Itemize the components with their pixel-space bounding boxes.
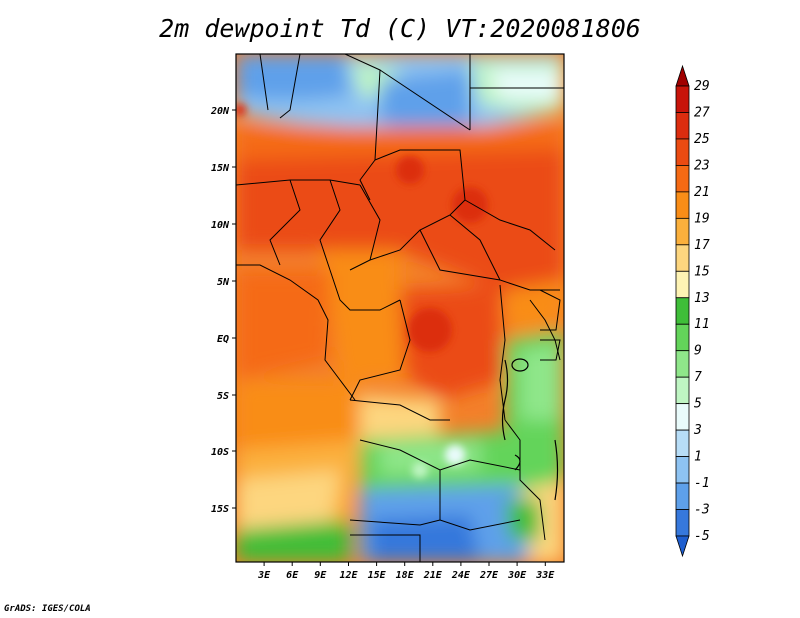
lat-tick-label: 10S [211, 447, 229, 458]
colorbar-segment [675, 85, 690, 113]
colorbar-segment [675, 244, 690, 272]
lat-tick-label: 20N [210, 106, 230, 117]
colorbar-segment [675, 270, 690, 299]
colorbar-label: -5 [694, 529, 710, 544]
colorbar-label: 5 [694, 397, 702, 412]
colorbar-label: 23 [694, 158, 710, 173]
colorbar-segment [675, 217, 690, 246]
lon-tick-label: 18E [396, 570, 415, 581]
colorbar: 29 27 25 23 21 19 17 15 13 11 9 7 5 3 1 -1 -3 -5 [675, 64, 710, 558]
colorbar-label: -1 [694, 476, 710, 491]
colorbar-label: 13 [694, 291, 710, 306]
lon-tick-label: 15E [368, 570, 387, 581]
colorbar-label: 7 [694, 370, 702, 385]
map-title: 2m dewpoint Td (C) VT:2020081806 [159, 14, 641, 43]
colorbar-label: 27 [694, 105, 710, 120]
grads-credit: GrADS: IGES/COLA [4, 604, 91, 614]
lat-tick-label: 5S [217, 391, 229, 402]
colorbar-label: 25 [694, 132, 710, 147]
colorbar-segment [675, 191, 690, 219]
colorbar-label: 19 [694, 211, 710, 226]
lon-axis: 3E 6E 9E 12E 15E 18E 21E 24E 27E 30E 33E [257, 562, 555, 581]
lon-tick-label: 30E [507, 570, 527, 581]
colorbar-bottom-arrow [675, 535, 690, 558]
colorbar-label: 3 [693, 423, 702, 438]
colorbar-segment [675, 297, 690, 325]
colorbar-segment [675, 482, 690, 510]
lon-tick-label: 33E [535, 570, 555, 581]
lat-tick-label: 10N [211, 220, 230, 231]
colorbar-segment [675, 403, 690, 431]
lon-tick-label: 12E [339, 570, 358, 581]
colorbar-segment [675, 429, 690, 457]
colorbar-segment [675, 112, 690, 140]
lon-tick-label: 24E [451, 570, 471, 581]
colorbar-label: 21 [694, 185, 710, 200]
country-borders [236, 54, 564, 562]
lon-tick-label: 27E [479, 570, 499, 581]
colorbar-top-arrow [675, 64, 690, 87]
lat-tick-label: 15S [211, 504, 229, 515]
colorbar-segment [675, 323, 690, 352]
lat-axis: 20N 15N 10N 5N EQ 5S 10S 15S [210, 106, 236, 515]
colorbar-label: 1 [694, 450, 702, 465]
colorbar-label: 9 [694, 344, 702, 359]
lon-tick-label: 3E [257, 570, 271, 581]
lat-tick-label: 5N [217, 277, 230, 288]
dewpoint-field [236, 54, 564, 562]
map-frame [235, 53, 565, 563]
colorbar-segment [675, 456, 690, 484]
lon-tick-label: 6E [286, 570, 299, 581]
colorbar-segment [675, 138, 690, 166]
colorbar-segment [675, 376, 690, 405]
colorbar-segment [675, 350, 690, 378]
colorbar-label: 11 [694, 317, 710, 332]
colorbar-segment [675, 165, 690, 193]
colorbar-label: 29 [694, 79, 710, 94]
colorbar-segment [675, 509, 690, 537]
lat-tick-label: 15N [211, 163, 230, 174]
lon-tick-label: 21E [423, 570, 443, 581]
colorbar-label: 15 [694, 264, 710, 279]
colorbar-label: 17 [694, 238, 710, 253]
colorbar-label: -3 [694, 503, 710, 518]
lat-tick-label: EQ [217, 334, 229, 345]
lon-tick-label: 9E [314, 570, 327, 581]
